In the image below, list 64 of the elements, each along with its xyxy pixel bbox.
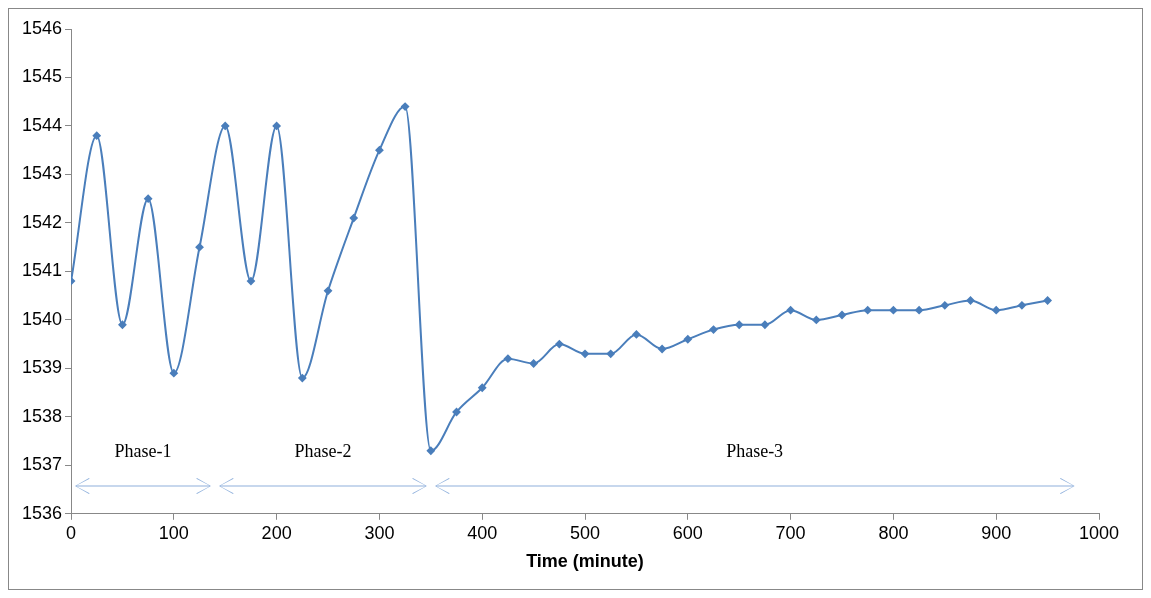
point	[966, 296, 975, 305]
point	[760, 320, 769, 329]
annotation: Phase-2	[294, 440, 352, 461]
x-tick-label: 300	[364, 522, 395, 543]
point	[118, 320, 127, 329]
point	[940, 301, 949, 310]
annotation: Phase-3	[726, 440, 784, 461]
point	[1017, 301, 1026, 310]
x-tick-label: 900	[981, 522, 1012, 543]
point	[838, 311, 847, 320]
x-tick-label: 700	[775, 522, 806, 543]
y-tick-label: 1540	[22, 308, 63, 329]
point	[786, 306, 795, 315]
point	[683, 335, 692, 344]
x-tick-label: 0	[66, 522, 77, 543]
point	[272, 121, 281, 130]
y-tick-label: 1542	[22, 211, 63, 232]
point	[144, 194, 153, 203]
x-tick-label: 800	[878, 522, 909, 543]
y-tick-label: 1546	[22, 17, 63, 38]
x-tick-label: 600	[672, 522, 703, 543]
point	[606, 349, 615, 358]
point	[195, 243, 204, 252]
x-tick-label: 1000	[1078, 522, 1120, 543]
y-tick-label: 1537	[22, 454, 63, 475]
y-tick-label: 1543	[22, 163, 63, 184]
x-tick-label: 200	[261, 522, 292, 543]
annotation: Phase-1	[114, 440, 172, 461]
point	[298, 374, 307, 383]
point	[478, 383, 487, 392]
point	[863, 306, 872, 315]
point	[375, 146, 384, 155]
point	[169, 369, 178, 378]
point	[452, 407, 461, 416]
point	[246, 277, 255, 286]
y-tick-label: 1544	[22, 114, 63, 135]
y-tick-label: 1541	[22, 260, 63, 281]
point	[915, 306, 924, 315]
point	[401, 102, 410, 111]
point	[735, 320, 744, 329]
point	[529, 359, 538, 368]
y-tick-label: 1539	[22, 357, 63, 378]
point	[992, 306, 1001, 315]
point	[889, 306, 898, 315]
point	[709, 325, 718, 334]
point	[324, 286, 333, 295]
point	[581, 349, 590, 358]
point	[92, 131, 101, 140]
y-tick-label: 1545	[22, 66, 63, 87]
point	[555, 340, 564, 349]
point	[1043, 296, 1052, 305]
point	[349, 214, 358, 223]
x-tick-label: 100	[158, 522, 189, 543]
point	[221, 121, 230, 130]
x-tick-label: 500	[570, 522, 601, 543]
point	[426, 446, 435, 455]
point	[812, 315, 821, 324]
point	[503, 354, 512, 363]
y-tick-label: 1536	[22, 502, 63, 523]
point	[632, 330, 641, 339]
x-axis-title: Time (minute)	[526, 551, 644, 572]
x-tick-label: 400	[467, 522, 498, 543]
point	[658, 344, 667, 353]
y-tick-label: 1538	[22, 405, 63, 426]
